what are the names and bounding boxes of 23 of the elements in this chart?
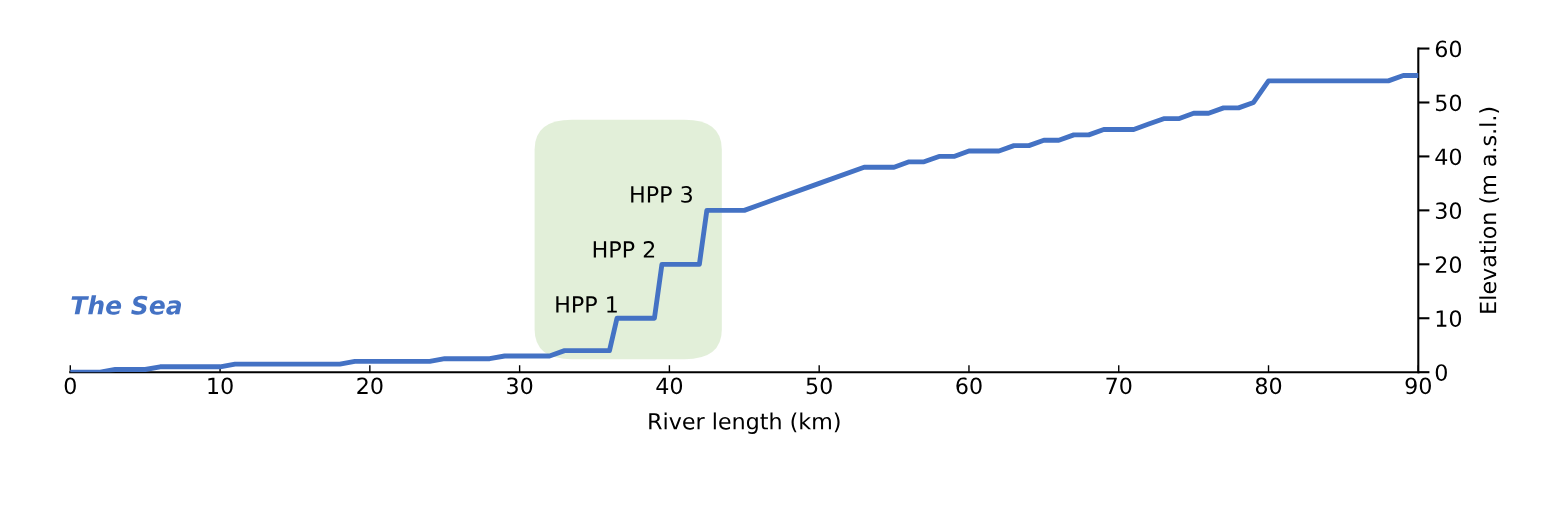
y-tick-label: 40: [1435, 148, 1462, 166]
annotation: The Sea: [71, 295, 182, 315]
y-tick-label: 60: [1435, 40, 1462, 58]
y-tick-label: 50: [1435, 94, 1462, 112]
y-tick-label: 20: [1435, 256, 1462, 274]
y-tick-label: 0: [1435, 364, 1447, 381]
x-tick-label: 50: [806, 377, 832, 395]
y-axis-title: Elevation (m a.s.l.): [1479, 107, 1500, 313]
annotation: HPP 2: [593, 241, 655, 258]
x-tick-label: 10: [208, 377, 233, 395]
x-axis-title: River length (km): [649, 412, 840, 434]
x-tick-label: 0: [64, 377, 76, 395]
x-tick-label: 90: [1405, 377, 1431, 395]
y-tick-label: 30: [1435, 202, 1462, 220]
x-tick-label: 40: [656, 377, 683, 395]
x-tick-label: 20: [357, 377, 383, 395]
x-tick-label: 70: [1106, 377, 1132, 395]
x-tick-label: 80: [1255, 377, 1282, 395]
annotation: HPP 3: [631, 186, 692, 203]
y-tick-label: 10: [1436, 310, 1462, 327]
annotation: HPP 1: [556, 296, 617, 313]
x-tick-label: 30: [507, 377, 533, 395]
x-tick-label: 60: [956, 377, 982, 395]
